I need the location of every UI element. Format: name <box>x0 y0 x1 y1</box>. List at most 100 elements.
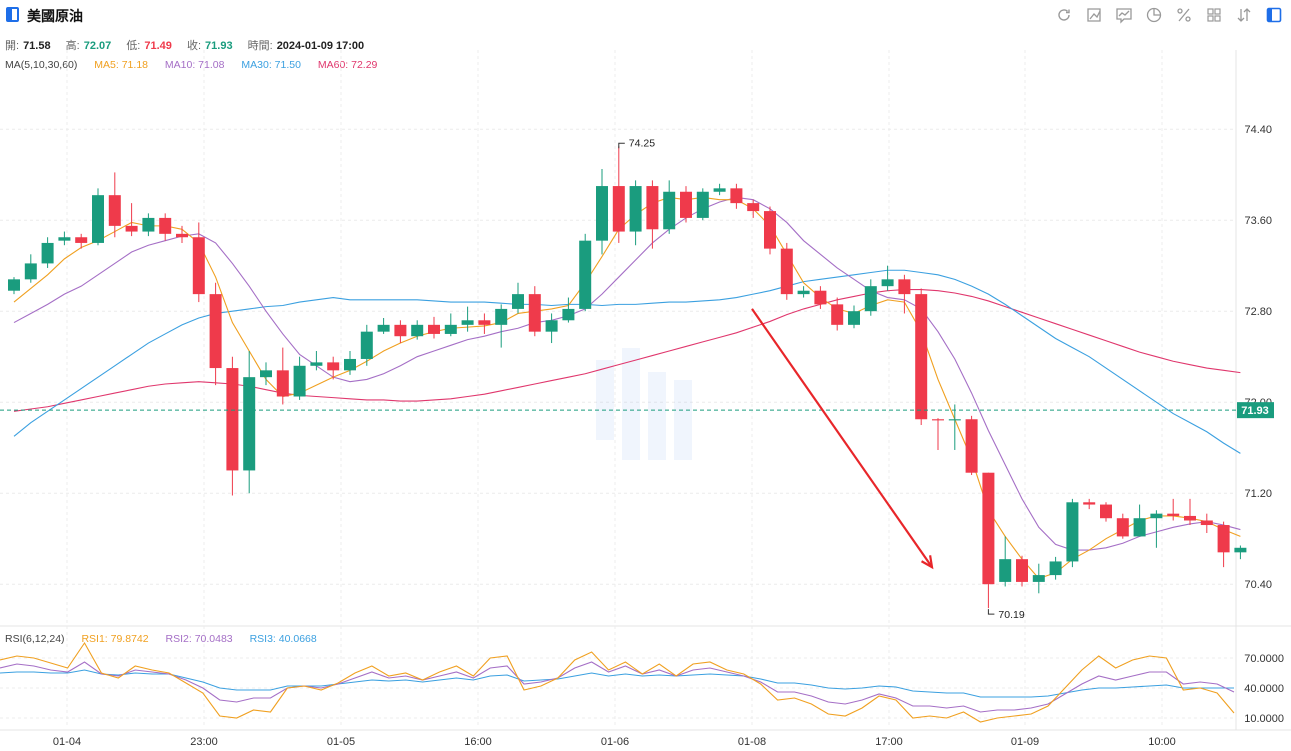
layout-icon[interactable] <box>1263 5 1285 25</box>
candle <box>814 286 827 309</box>
candle-body <box>310 362 323 366</box>
candle-body <box>495 308 508 325</box>
candle-body <box>327 362 340 371</box>
candle-body <box>226 368 239 471</box>
candle <box>562 297 575 323</box>
low-marker-label: 70.19 <box>998 609 1024 621</box>
candle-body <box>545 320 558 332</box>
toolbar <box>1053 5 1285 25</box>
candle-body <box>192 237 205 295</box>
grid-icon[interactable] <box>1203 5 1225 25</box>
high-value: 72.07 <box>83 40 112 52</box>
candle <box>831 297 844 331</box>
candle <box>260 362 272 386</box>
candle-body <box>663 191 676 230</box>
candle-body <box>1100 504 1112 519</box>
open-value: 71.58 <box>23 40 51 52</box>
candle-body <box>461 320 474 325</box>
candle-body <box>1200 520 1213 526</box>
high-marker-arrow <box>618 142 625 149</box>
candle <box>176 225 188 243</box>
candle-body <box>394 324 407 337</box>
candle <box>864 279 877 316</box>
candle <box>848 305 860 329</box>
candle <box>344 351 356 375</box>
candle <box>478 313 491 334</box>
candle <box>125 203 138 237</box>
candle <box>108 172 121 238</box>
candle-body <box>1133 518 1146 537</box>
candle <box>898 274 911 314</box>
candle <box>982 472 995 609</box>
refresh-icon[interactable] <box>1053 5 1075 25</box>
candle-body <box>747 203 760 212</box>
instrument-icon <box>6 7 19 22</box>
candle-body <box>1049 561 1062 576</box>
ma-legend: MA(5,10,30,60) MA5: 71.18 MA10: 71.08 MA… <box>5 59 391 71</box>
x-tick-label: 17:00 <box>875 736 903 748</box>
time-label: 時間: <box>247 40 273 52</box>
candle-body <box>58 237 71 241</box>
candle <box>461 306 474 332</box>
candle <box>579 233 592 312</box>
candle-body <box>512 294 524 309</box>
compare-icon[interactable] <box>1113 5 1135 25</box>
instrument-title: 美國原油 <box>27 8 83 24</box>
candle <box>8 277 20 295</box>
y-tick-label: 71.20 <box>1244 488 1272 500</box>
high-label: 高: <box>65 40 80 52</box>
y-tick-label: 74.40 <box>1244 124 1272 136</box>
candle <box>730 183 743 209</box>
rsi1-legend: RSI1: 79.8742 <box>81 633 149 645</box>
candle-body <box>696 191 709 218</box>
candle <box>1083 498 1096 510</box>
candle-body <box>209 294 222 369</box>
candle <box>411 320 424 340</box>
x-tick-label: 16:00 <box>464 736 492 748</box>
last-price-tag <box>1237 402 1274 419</box>
candle <box>360 324 373 366</box>
sort-icon[interactable] <box>1233 5 1255 25</box>
candle-body <box>360 331 373 359</box>
y-tick-label: 70.40 <box>1244 579 1272 591</box>
x-tick-label: 01-08 <box>738 736 766 748</box>
low-label: 低: <box>126 40 141 52</box>
candle-body <box>596 186 608 241</box>
ohlc-info: 開: 71.58 高: 72.07 低: 71.49 收: 71.93 時間: 2024-… <box>5 37 376 53</box>
ma-params: MA(5,10,30,60) <box>5 59 78 71</box>
candle-body <box>982 472 995 585</box>
high-marker-label: 74.25 <box>629 137 655 149</box>
candle-body <box>831 304 844 325</box>
candle-body <box>108 195 121 226</box>
draw-icon[interactable] <box>1083 5 1105 25</box>
candle-body <box>1083 502 1096 505</box>
candle-body <box>1167 513 1180 516</box>
close-value: 71.93 <box>205 40 233 52</box>
percent-icon[interactable] <box>1173 5 1195 25</box>
candle <box>915 288 928 425</box>
candle-body <box>444 324 457 334</box>
x-tick-label: 01-05 <box>327 736 355 748</box>
watermark-logo <box>596 348 692 460</box>
candle-body <box>276 370 289 397</box>
candle-body <box>125 225 138 232</box>
candle-body <box>478 320 491 325</box>
x-tick-label: 01-06 <box>601 736 629 748</box>
candle <box>75 233 88 249</box>
candle <box>1116 513 1129 539</box>
rsi-tick-label: 10.0000 <box>1244 713 1284 725</box>
candle-body <box>1066 502 1079 562</box>
candle <box>1032 563 1045 594</box>
x-tick-label: 10:00 <box>1148 736 1176 748</box>
candle <box>528 286 541 337</box>
candle-body <box>1150 513 1163 519</box>
candle-body <box>92 195 104 243</box>
rsi-params: RSI(6,12,24) <box>5 633 65 645</box>
candle <box>629 180 642 246</box>
candle <box>680 186 692 223</box>
pie-icon[interactable] <box>1143 5 1165 25</box>
candle <box>41 237 54 268</box>
candle <box>1184 498 1196 526</box>
candle <box>596 169 608 255</box>
